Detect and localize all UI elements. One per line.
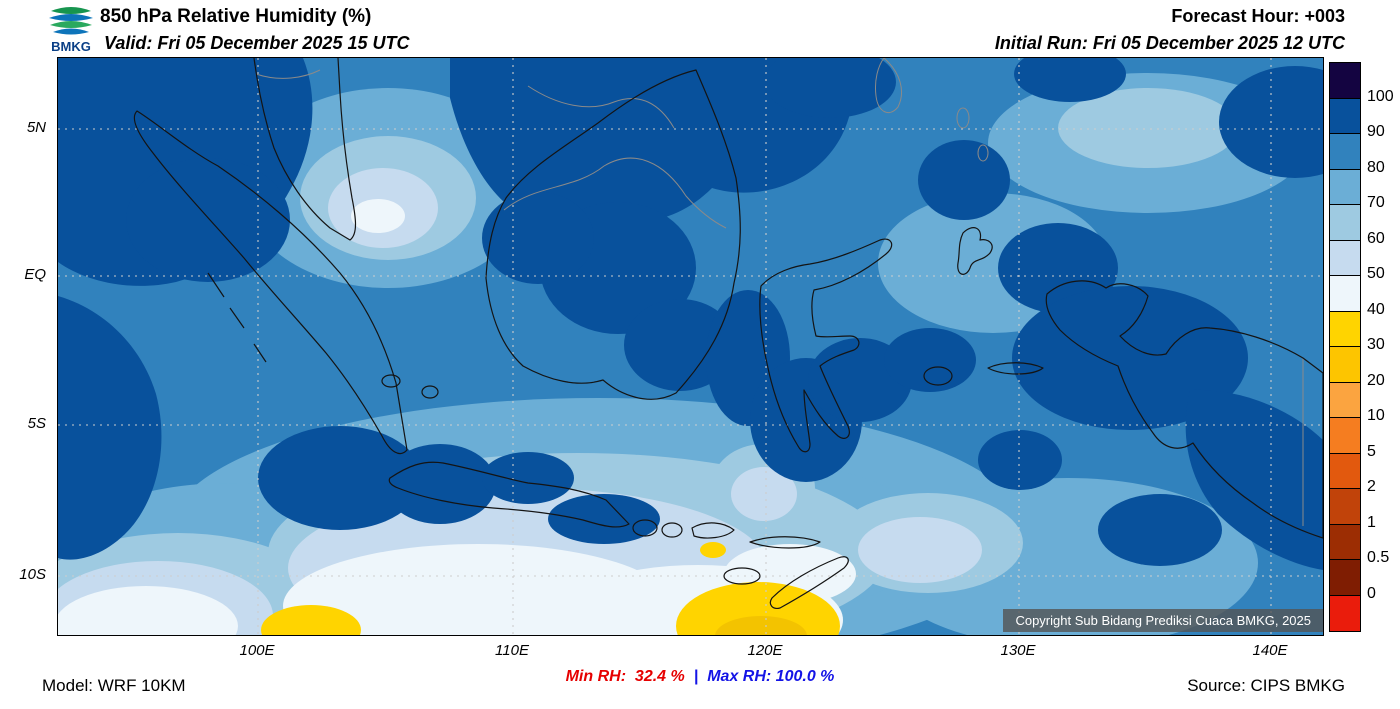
colorbar-label: 0: [1367, 584, 1376, 602]
rh-30-40-contours: [261, 542, 840, 635]
colorbar-band: [1330, 489, 1360, 525]
bangka-coastline: [381, 374, 401, 388]
colorbar-labels: 100 90 80 70 60 50 40 30 20 10 5 2 1 0.5 0: [1367, 62, 1400, 630]
coastlines: [133, 58, 1323, 609]
colorbar-label: 60: [1367, 229, 1385, 247]
x-axis-tick-label: 140E: [1252, 642, 1288, 659]
colorbar-label: 100: [1367, 87, 1394, 105]
sangihe-island: [956, 107, 970, 129]
sulawesi-coastline: [759, 238, 893, 453]
bmkg-logo-graphic: BMKG: [49, 7, 93, 54]
humidity-field-map: [58, 58, 1323, 635]
y-axis-tick-label: 10S: [19, 566, 46, 583]
rh-90-100-contours: [58, 58, 1323, 570]
bmkg-logo: BMKG: [44, 2, 98, 55]
papua-coastline: [1045, 280, 1323, 539]
colorbar-band: [1330, 205, 1360, 241]
colorbar-band: [1330, 560, 1360, 596]
colorbar-band: [1330, 347, 1360, 383]
colorbar-band: [1330, 63, 1360, 99]
colorbar-band: [1330, 595, 1360, 631]
copyright-watermark: Copyright Sub Bidang Prediksi Cuaca BMKG…: [1003, 609, 1323, 632]
y-axis-tick-label: EQ: [24, 266, 46, 283]
malay-peninsula-coastline: [253, 58, 357, 241]
y-axis-tick-label: 5N: [26, 119, 46, 136]
minmax-readout: Min RH: 32.4 % | Max RH: 100.0 %: [480, 668, 920, 686]
colorbar-band: [1330, 134, 1360, 170]
colorbar-label: 20: [1367, 371, 1385, 389]
sea-coast-detail: [527, 85, 675, 129]
colorbar-band: [1330, 453, 1360, 489]
bali-coastline: [632, 519, 658, 537]
timor-coastline: [769, 556, 849, 609]
colorbar-label: 2: [1367, 478, 1376, 495]
colorbar-label: 10: [1367, 407, 1385, 424]
initial-run-label: Initial Run: Fri 05 December 2025 12 UTC: [994, 33, 1345, 53]
colorbar-band: [1330, 418, 1360, 454]
page-title: 850 hPa Relative Humidity (%): [100, 6, 372, 27]
sumatra-coastline: [133, 110, 408, 455]
source-label: Source: CIPS BMKG: [1187, 676, 1345, 695]
bmkg-logo-label: BMKG: [51, 39, 91, 54]
colorbar-label: 80: [1367, 158, 1385, 176]
halmahera-coastline: [957, 227, 993, 275]
talaud-island: [977, 144, 989, 162]
borneo-coastline: [485, 69, 741, 400]
y-axis-tick-label: 5S: [27, 415, 46, 432]
colorbar: [1329, 62, 1361, 632]
x-axis-tick-label: 120E: [747, 642, 783, 659]
colorbar-label: 5: [1367, 442, 1376, 460]
map-plot-area: Copyright Sub Bidang Prediksi Cuaca BMKG…: [57, 57, 1324, 636]
colorbar-band: [1330, 311, 1360, 347]
colorbar-label: 30: [1367, 336, 1385, 353]
rh-20-30-contours: [715, 616, 807, 635]
country-borders: [255, 58, 1304, 526]
colorbar-band: [1330, 240, 1360, 276]
max-rh: Max RH: 100.0 %: [707, 668, 835, 685]
sumbawa-coastline: [691, 522, 735, 539]
x-axis-tick-label: 100E: [239, 642, 275, 659]
buru-coastline: [923, 366, 953, 386]
minmax-separator: |: [693, 668, 699, 685]
lombok-coastline: [661, 522, 683, 538]
colorbar-label: 0.5: [1367, 549, 1390, 566]
thai-malaysia-border: [255, 69, 321, 79]
belitung-coastline: [421, 385, 439, 399]
mentawai-islands: [207, 272, 267, 363]
colorbar-label: 1: [1367, 513, 1376, 531]
colorbar-label: 40: [1367, 300, 1385, 318]
colorbar-band: [1330, 524, 1360, 560]
java-coastline: [388, 461, 630, 528]
model-label: Model: WRF 10KM: [42, 676, 186, 695]
valid-time-label: Valid: Fri 05 December 2025 15 UTC: [104, 33, 410, 53]
x-axis-tick-label: 110E: [495, 642, 529, 659]
colorbar-band: [1330, 98, 1360, 134]
flores-coastline: [749, 536, 821, 549]
colorbar-band: [1330, 276, 1360, 312]
colorbar-band: [1330, 169, 1360, 205]
sumba-coastline: [723, 567, 761, 585]
kalimantan-border: [503, 157, 727, 229]
colorbar-label: 70: [1367, 194, 1385, 211]
colorbar-label: 90: [1367, 123, 1385, 140]
min-rh: Min RH: 32.4 %: [565, 668, 685, 685]
forecast-hour-label: Forecast Hour: +003: [1171, 6, 1345, 26]
colorbar-band: [1330, 382, 1360, 418]
seram-coastline: [987, 362, 1044, 375]
x-axis-tick-label: 130E: [1000, 642, 1036, 659]
colorbar-label: 50: [1367, 265, 1385, 282]
mindanao-coast: [875, 58, 902, 114]
gridlines: [58, 58, 1323, 635]
